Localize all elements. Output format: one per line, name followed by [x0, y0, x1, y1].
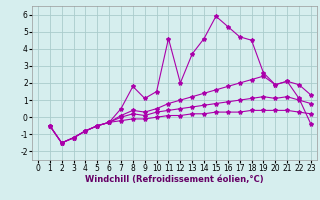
- X-axis label: Windchill (Refroidissement éolien,°C): Windchill (Refroidissement éolien,°C): [85, 175, 264, 184]
